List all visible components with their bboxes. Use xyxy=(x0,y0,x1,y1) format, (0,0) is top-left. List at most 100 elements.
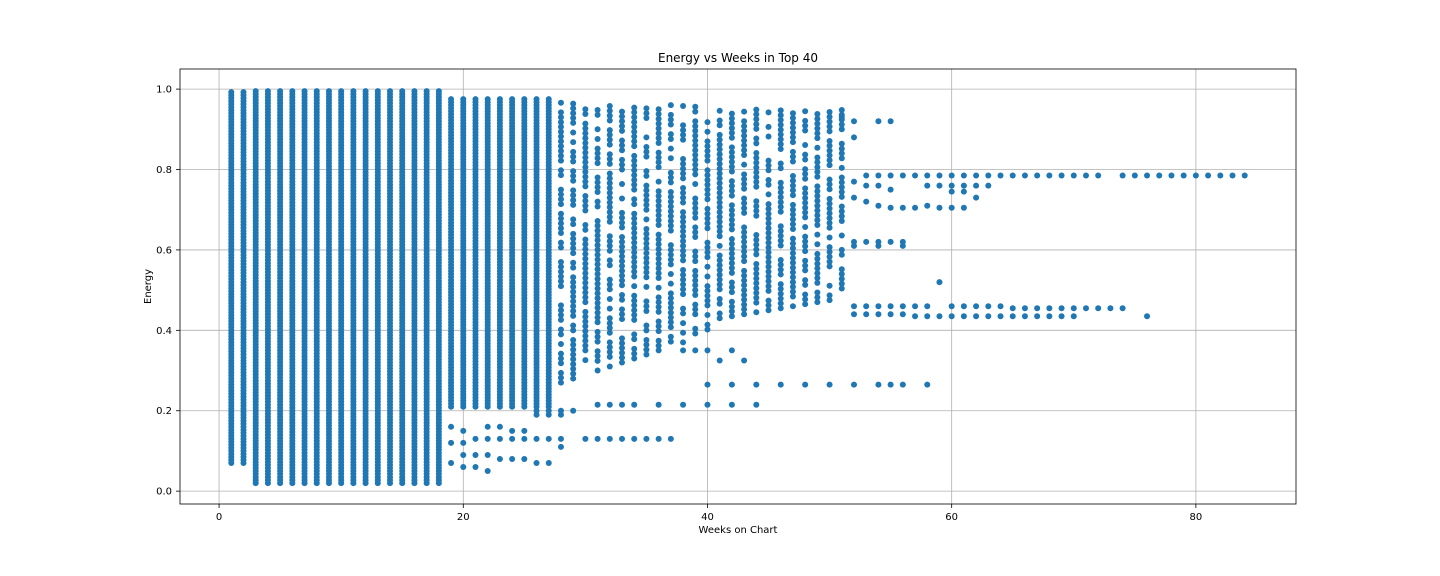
data-point xyxy=(875,242,882,249)
data-point xyxy=(1021,305,1028,312)
data-point xyxy=(716,252,723,259)
data-point xyxy=(606,127,613,134)
data-point xyxy=(350,88,357,95)
data-point xyxy=(362,88,369,95)
data-point xyxy=(1180,172,1187,179)
data-point xyxy=(680,185,687,192)
data-point xyxy=(863,182,870,189)
data-point xyxy=(838,140,845,147)
data-point xyxy=(985,313,992,320)
data-point xyxy=(374,88,381,95)
data-point xyxy=(802,151,809,158)
data-point xyxy=(582,106,589,113)
x-tick-label: 60 xyxy=(945,512,958,523)
data-point xyxy=(765,201,772,208)
data-point xyxy=(1217,172,1224,179)
data-point xyxy=(912,313,919,320)
data-point xyxy=(802,381,809,388)
data-point xyxy=(728,110,735,117)
data-point xyxy=(594,145,601,152)
data-point xyxy=(606,151,613,158)
data-point xyxy=(1131,172,1138,179)
data-point xyxy=(1156,172,1163,179)
data-point xyxy=(594,198,601,205)
data-point xyxy=(484,435,491,442)
data-point xyxy=(814,111,821,118)
data-point xyxy=(887,238,894,245)
data-point xyxy=(1046,313,1053,320)
data-point xyxy=(606,257,613,264)
data-point xyxy=(619,435,626,442)
data-points xyxy=(228,88,1248,487)
data-point xyxy=(606,363,613,370)
data-point xyxy=(1070,313,1077,320)
data-point xyxy=(472,96,479,103)
data-point xyxy=(570,274,577,281)
data-point xyxy=(728,178,735,185)
data-point xyxy=(509,427,516,434)
data-point xyxy=(521,427,528,434)
data-point xyxy=(814,289,821,296)
data-point xyxy=(802,108,809,115)
data-point xyxy=(985,172,992,179)
data-point xyxy=(765,133,772,140)
data-point xyxy=(667,290,674,297)
data-point xyxy=(545,435,552,442)
x-tick-label: 40 xyxy=(701,512,714,523)
data-point xyxy=(264,88,271,95)
data-point xyxy=(667,145,674,152)
data-point xyxy=(1095,172,1102,179)
data-point xyxy=(594,348,601,355)
data-point xyxy=(594,135,601,142)
data-point xyxy=(753,232,760,239)
data-point xyxy=(655,284,662,291)
data-point xyxy=(557,407,564,414)
data-point xyxy=(826,234,833,241)
data-point xyxy=(643,298,650,305)
data-point xyxy=(594,174,601,181)
data-point xyxy=(985,303,992,310)
data-point xyxy=(728,347,735,354)
data-point xyxy=(777,281,784,288)
data-point xyxy=(887,118,894,125)
data-point xyxy=(765,176,772,183)
data-point xyxy=(973,172,980,179)
data-point xyxy=(973,194,980,201)
data-point xyxy=(948,182,955,189)
data-point xyxy=(606,170,613,177)
data-point xyxy=(741,108,748,115)
data-point xyxy=(496,455,503,462)
data-point xyxy=(680,156,687,163)
data-point xyxy=(655,294,662,301)
data-point xyxy=(1058,313,1065,320)
data-point xyxy=(680,329,687,336)
data-point xyxy=(570,216,577,223)
y-tick-label: 0.2 xyxy=(156,406,172,417)
x-tick-label: 20 xyxy=(457,512,470,523)
data-point xyxy=(680,267,687,274)
data-point xyxy=(692,180,699,187)
data-point xyxy=(960,182,967,189)
data-point xyxy=(631,292,638,299)
y-tick-label: 0.6 xyxy=(156,245,172,256)
data-point xyxy=(313,88,320,95)
data-point xyxy=(594,367,601,374)
data-point xyxy=(789,303,796,310)
data-point xyxy=(460,427,467,434)
data-point xyxy=(509,96,516,103)
data-point xyxy=(557,326,564,333)
data-point xyxy=(814,250,821,257)
data-point xyxy=(277,88,284,95)
data-point xyxy=(545,407,552,414)
data-point xyxy=(826,292,833,299)
data-point xyxy=(557,350,564,357)
data-point xyxy=(753,401,760,408)
data-point xyxy=(936,172,943,179)
data-point xyxy=(887,381,894,388)
data-point xyxy=(814,144,821,151)
data-point xyxy=(643,134,650,141)
data-point xyxy=(753,150,760,157)
data-point xyxy=(875,311,882,318)
y-tick-label: 0.0 xyxy=(156,487,172,498)
data-point xyxy=(460,439,467,446)
